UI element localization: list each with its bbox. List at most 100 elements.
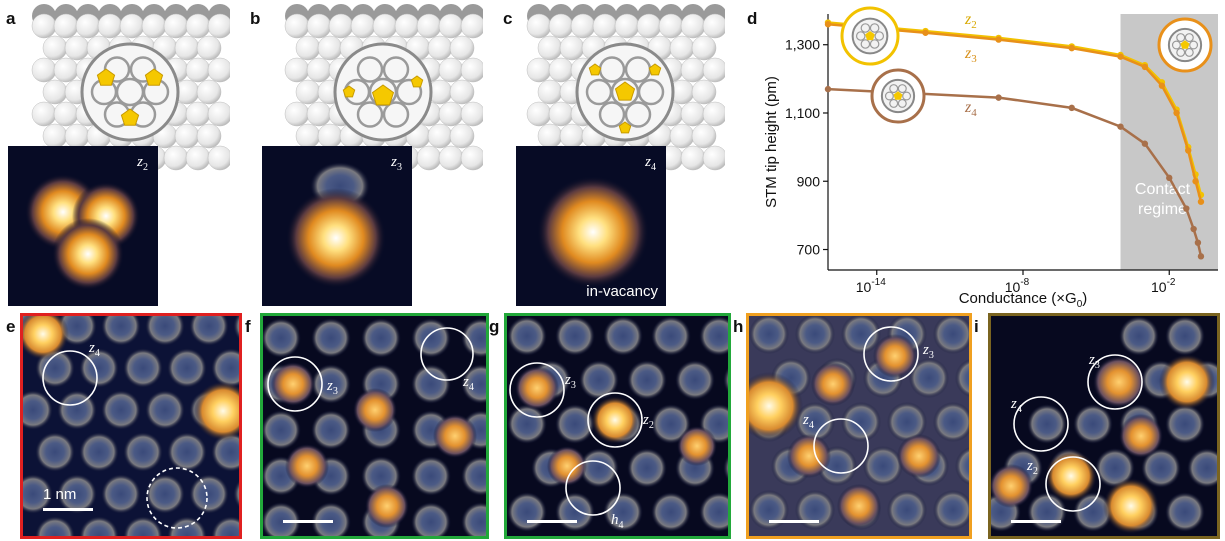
molecule-spot	[263, 318, 301, 358]
surface-atom	[295, 79, 321, 105]
surface-atom	[669, 123, 695, 149]
molecule-spot	[723, 454, 728, 482]
molecule-badge	[1157, 17, 1213, 73]
molecule-spot	[837, 484, 881, 528]
molecule-spot	[555, 404, 595, 444]
molecule-spot	[1073, 404, 1113, 444]
molecule-spot	[1165, 316, 1205, 356]
marker-circle	[1087, 354, 1143, 410]
y-tick-label: 1,300	[785, 37, 820, 53]
surface-atom	[438, 101, 464, 127]
surface-atom	[185, 13, 211, 39]
scale-bar	[769, 520, 819, 523]
panel-label-c: c	[503, 9, 513, 28]
molecule-spot	[167, 432, 207, 472]
surface-atom	[526, 101, 552, 127]
data-point-z3	[1185, 147, 1192, 154]
data-point-z4	[1190, 225, 1197, 233]
pentagon-highlight	[96, 68, 116, 86]
molecule-spot	[955, 446, 969, 486]
y-tick-label: 700	[797, 242, 821, 258]
surface-atom	[702, 57, 725, 83]
molecule-spot	[1045, 450, 1097, 502]
data-point-z3	[922, 29, 929, 36]
surface-atom	[680, 101, 706, 127]
molecule-spot	[887, 402, 927, 442]
surface-atom	[185, 145, 211, 171]
surface-atom	[702, 13, 725, 39]
x-tick-label: 10-14	[856, 277, 886, 295]
surface-atom	[119, 13, 145, 39]
molecule-spot	[461, 502, 486, 536]
molecule-spot	[101, 390, 141, 430]
pentagon-highlight	[371, 84, 395, 106]
molecule-spot	[361, 318, 401, 358]
molecule-spot	[1187, 448, 1217, 488]
surface-atom	[680, 57, 706, 83]
molecule-spot	[1159, 354, 1215, 410]
surface-atom	[680, 13, 706, 39]
molecule-spot	[627, 360, 667, 400]
molecule-spot	[285, 444, 329, 488]
molecule-spot	[23, 390, 53, 430]
molecule-spot	[233, 479, 239, 509]
stm-panel-e: z4 1 nm	[20, 313, 242, 539]
data-point-z4	[1117, 123, 1124, 130]
molecule-spot	[887, 490, 927, 530]
molecule-spot	[1119, 316, 1159, 356]
surface-atom	[97, 13, 123, 39]
molecule-spot	[211, 348, 239, 388]
surface-atom	[548, 101, 574, 127]
molecule-spot	[795, 490, 835, 530]
molecule-spot	[79, 432, 119, 472]
surface-atom	[394, 13, 420, 39]
surface-atom	[284, 101, 310, 127]
molecule-spot	[627, 448, 667, 488]
surface-atom	[460, 13, 483, 39]
surface-atom	[350, 13, 376, 39]
molecule-spot	[311, 410, 351, 450]
molecule-spot	[1093, 356, 1145, 408]
molecule-spot	[933, 316, 969, 354]
tag-z4: z4	[463, 374, 474, 393]
molecule-spot	[555, 492, 595, 532]
molecule-spot	[101, 474, 141, 514]
cage-ring	[382, 56, 410, 83]
panel-label-d: d	[747, 9, 758, 28]
molecule-spot	[123, 348, 163, 388]
scale-bar	[1011, 520, 1061, 523]
molecule-spot	[787, 434, 831, 478]
surface-atom	[460, 145, 483, 171]
marker-circle	[146, 467, 208, 529]
molecule-spot	[515, 366, 559, 410]
surface-atom	[691, 123, 717, 149]
molecule-spot	[1165, 404, 1205, 444]
surface-atom	[207, 57, 230, 83]
stm-image	[749, 316, 969, 530]
data-point-z3	[1068, 44, 1075, 52]
surface-atom	[306, 13, 332, 39]
data-point-z4	[1183, 205, 1190, 212]
molecule-spot	[841, 316, 881, 354]
molecule-spot	[35, 432, 75, 472]
molecule-spot	[795, 316, 835, 354]
surface-atom	[163, 145, 189, 171]
data-point-z3	[1197, 198, 1205, 205]
surface-atom	[570, 13, 596, 39]
molecule-spot	[353, 388, 397, 432]
surface-atom	[196, 123, 222, 149]
surface-atom	[658, 13, 684, 39]
molecule-spot	[411, 502, 451, 536]
molecule-spot	[507, 404, 547, 444]
molecule-spot	[145, 474, 185, 514]
molecule-spot	[101, 316, 141, 346]
stm-panel-f: z3 z4	[260, 313, 489, 539]
molecule-spot	[1141, 448, 1181, 488]
molecule-spot	[723, 366, 728, 394]
molecule-spot	[211, 516, 239, 536]
molecule-spot	[579, 360, 619, 400]
pentagon-highlight	[144, 68, 164, 86]
molecule-spot	[873, 334, 917, 378]
series-label-z3: z3	[964, 45, 977, 65]
